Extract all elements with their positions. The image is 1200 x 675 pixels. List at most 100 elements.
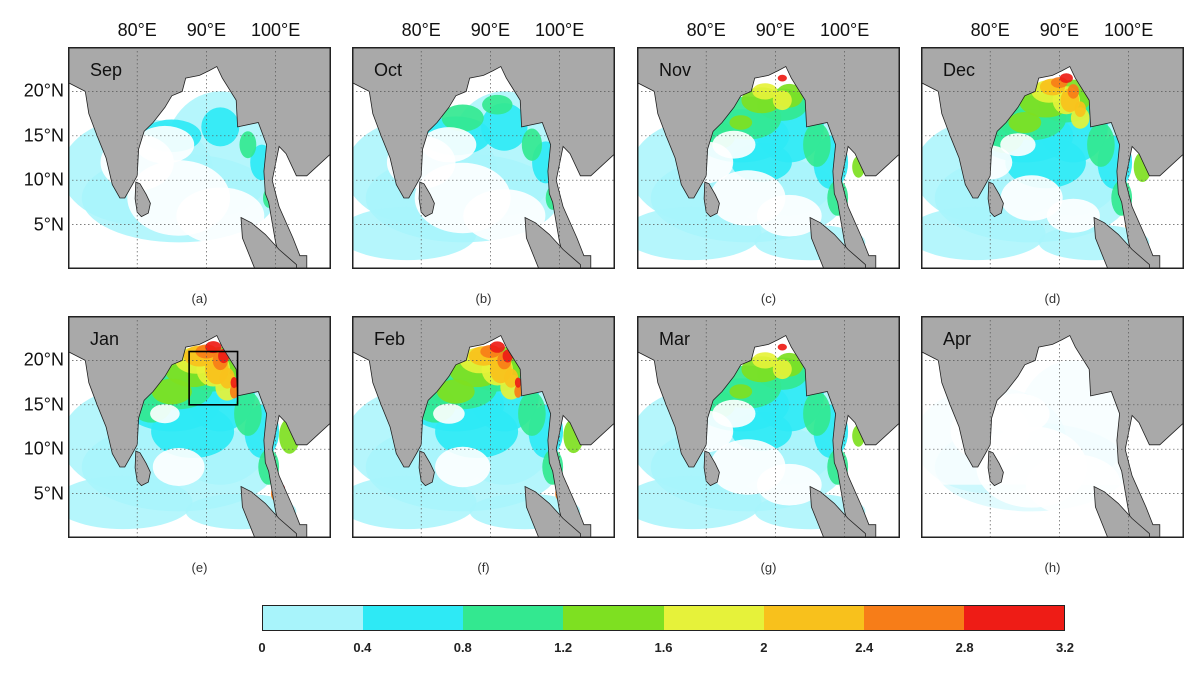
landmass <box>637 316 900 538</box>
latitude-tick-label: 20°N <box>23 80 64 101</box>
value-patch-26 <box>229 384 239 399</box>
value-patch-28 <box>777 74 787 82</box>
value-patch-3 <box>68 475 193 530</box>
value-patch-12 <box>518 391 546 436</box>
colorbar-segment <box>563 606 664 630</box>
map-frame <box>68 47 331 269</box>
low-value-patch-2 <box>1046 198 1100 233</box>
longitude-tick-label: 80°E <box>970 20 1010 40</box>
sri-lanka <box>134 450 151 487</box>
value-patch-19 <box>772 359 792 380</box>
map-panel-feb: Feb <box>352 316 615 538</box>
value-patch-12 <box>1087 122 1115 167</box>
colorbar-tick-label: 1.2 <box>554 640 573 655</box>
latitude-tick-label: 20°N <box>23 349 64 370</box>
low-value-patch-3 <box>433 403 465 424</box>
longitude-tick-label: 90°E <box>755 20 796 40</box>
map-plot <box>637 316 900 538</box>
low-value-patch-0 <box>435 446 491 488</box>
map-frame <box>68 316 331 538</box>
panel-caption: (b) <box>475 291 492 306</box>
colorbar-segment <box>463 606 564 630</box>
low-value-patch-3 <box>712 399 756 428</box>
colorbar-tick-label: 3.2 <box>1055 640 1075 655</box>
value-patch-16 <box>729 384 753 399</box>
value-patch-6 <box>481 103 528 151</box>
sumatra <box>1093 485 1150 538</box>
colorbar-segment <box>263 606 364 630</box>
colorbar-tick-label: 2 <box>760 640 768 655</box>
map-panel-sep: Sep <box>68 47 331 269</box>
value-patch-16 <box>151 378 192 405</box>
map-panel-dec: Dec <box>921 47 1184 269</box>
colorbar-tick-label: 1.6 <box>654 640 673 655</box>
low-value-patch-3 <box>150 404 180 424</box>
colorbar-segment <box>363 606 464 630</box>
value-patch-28 <box>777 343 787 351</box>
map-plot <box>68 316 331 538</box>
latitude-tick-label: 15°N <box>23 394 64 415</box>
longitude-tick-label: 100°E <box>251 20 301 40</box>
map-frame <box>637 47 900 269</box>
sumatra <box>240 216 297 269</box>
longitude-tick-label: 90°E <box>186 20 227 40</box>
low-value-patch-3 <box>712 130 756 159</box>
value-patch-10 <box>482 94 513 115</box>
map-plot <box>921 316 1184 538</box>
month-label: Feb <box>374 329 406 349</box>
map-plot <box>352 47 615 269</box>
colorbar <box>262 605 1065 631</box>
value-patch-28 <box>1059 73 1073 83</box>
longitude-tick-label: 90°E <box>1039 20 1080 40</box>
low-value-patch-2 <box>463 189 546 243</box>
map-panel-nov: Nov <box>637 47 900 269</box>
landmass <box>637 47 900 269</box>
landmass <box>68 47 331 269</box>
panel-caption: (g) <box>760 560 777 575</box>
map-plot <box>921 47 1184 269</box>
panel-caption: (e) <box>191 560 208 575</box>
latitude-tick-label: 15°N <box>23 125 64 146</box>
month-label: Dec <box>943 60 976 80</box>
value-patch-23 <box>504 368 519 388</box>
map-frame <box>921 47 1184 269</box>
value-patch-12 <box>234 391 262 436</box>
panel-caption: (h) <box>1044 560 1061 575</box>
sri-lanka <box>134 181 151 218</box>
colorbar-segment <box>663 606 764 630</box>
month-label: Nov <box>659 60 692 80</box>
value-patch-9 <box>441 104 484 132</box>
low-value-patch-2 <box>756 463 822 506</box>
panel-caption: (f) <box>477 560 490 575</box>
map-plot <box>637 47 900 269</box>
value-patch-30 <box>230 377 238 389</box>
sri-lanka <box>703 181 720 218</box>
study-region-box <box>188 350 239 406</box>
map-plot <box>68 47 331 269</box>
sumatra <box>1093 216 1150 269</box>
sri-lanka <box>987 450 1004 487</box>
sri-lanka <box>703 450 720 487</box>
latitude-tick-label: 10°N <box>23 169 64 190</box>
sumatra <box>524 216 581 269</box>
value-patch-12 <box>521 128 542 161</box>
map-panel-oct: Oct <box>352 47 615 269</box>
month-label: Sep <box>90 60 123 80</box>
low-value-patch-0 <box>1000 175 1063 221</box>
landmass <box>921 316 1184 538</box>
colorbar-tick-label: 2.4 <box>855 640 874 655</box>
landmass <box>921 47 1184 269</box>
low-value-patch-3 <box>135 125 195 164</box>
map-frame <box>921 316 1184 538</box>
value-patch-12 <box>239 131 257 159</box>
sumatra <box>240 485 297 538</box>
landmass <box>68 316 331 538</box>
colorbar-tick-label: 0.8 <box>453 640 472 655</box>
sumatra <box>809 216 866 269</box>
landmass <box>352 316 615 538</box>
value-patch-16 <box>436 379 475 404</box>
sri-lanka <box>987 181 1004 218</box>
map-plot <box>352 316 615 538</box>
colorbar-tick-label: 0 <box>258 640 266 655</box>
landmass <box>352 47 615 269</box>
